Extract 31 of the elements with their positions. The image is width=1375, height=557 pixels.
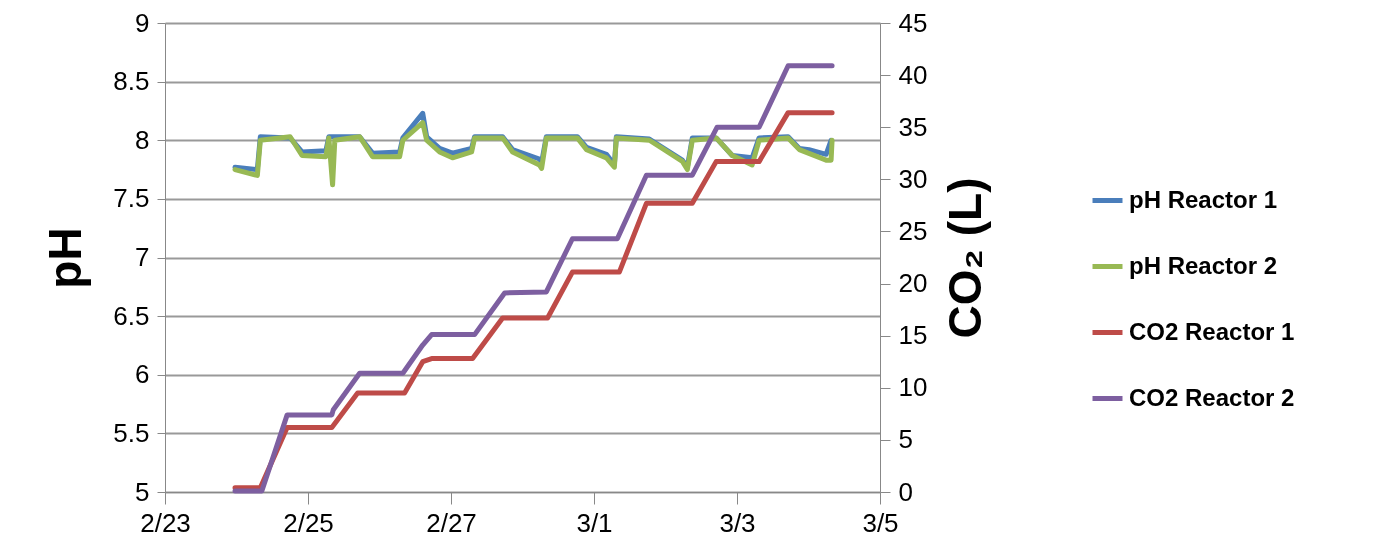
y2-tick-label: 45 [898, 7, 928, 38]
legend-label: pH Reactor 2 [1129, 251, 1278, 279]
y2-tick-label: 40 [898, 59, 928, 90]
y2-tick-label: 35 [898, 111, 928, 142]
legend-label: CO2 Reactor 2 [1129, 383, 1295, 411]
y2-tick-label: 15 [898, 320, 928, 351]
y-tick-label: 8 [135, 124, 150, 155]
y2-tick-label: 10 [898, 372, 928, 403]
y-axis-title: pH [39, 227, 92, 289]
legend-label: pH Reactor 1 [1129, 185, 1278, 213]
x-tick-label: 3/5 [862, 507, 899, 538]
y2-tick-label: 5 [898, 424, 913, 455]
y-tick-label: 6 [135, 359, 150, 390]
y-tick-label: 7 [135, 242, 150, 272]
x-tick-label: 3/3 [719, 507, 756, 538]
x-tick-label: 2/27 [426, 507, 477, 538]
y-tick-label: 8.5 [113, 66, 150, 97]
y2-tick-label: 0 [898, 476, 913, 507]
y-tick-label: 6.5 [113, 300, 150, 331]
y-tick-label: 7.5 [113, 183, 150, 214]
legend-label: CO2 Reactor 1 [1129, 317, 1295, 345]
y-tick-label: 5 [135, 476, 150, 507]
y-tick-label: 9 [135, 7, 150, 38]
y2-tick-label: 30 [898, 163, 928, 194]
x-tick-label: 2/25 [283, 507, 334, 538]
x-tick-label: 2/23 [140, 507, 191, 538]
y2-axis-title: CO₂ (L) [939, 177, 992, 339]
y2-tick-label: 20 [898, 268, 928, 299]
x-tick-label: 3/1 [576, 507, 613, 538]
y2-tick-label: 25 [898, 215, 928, 246]
y-tick-label: 5.5 [113, 417, 150, 448]
